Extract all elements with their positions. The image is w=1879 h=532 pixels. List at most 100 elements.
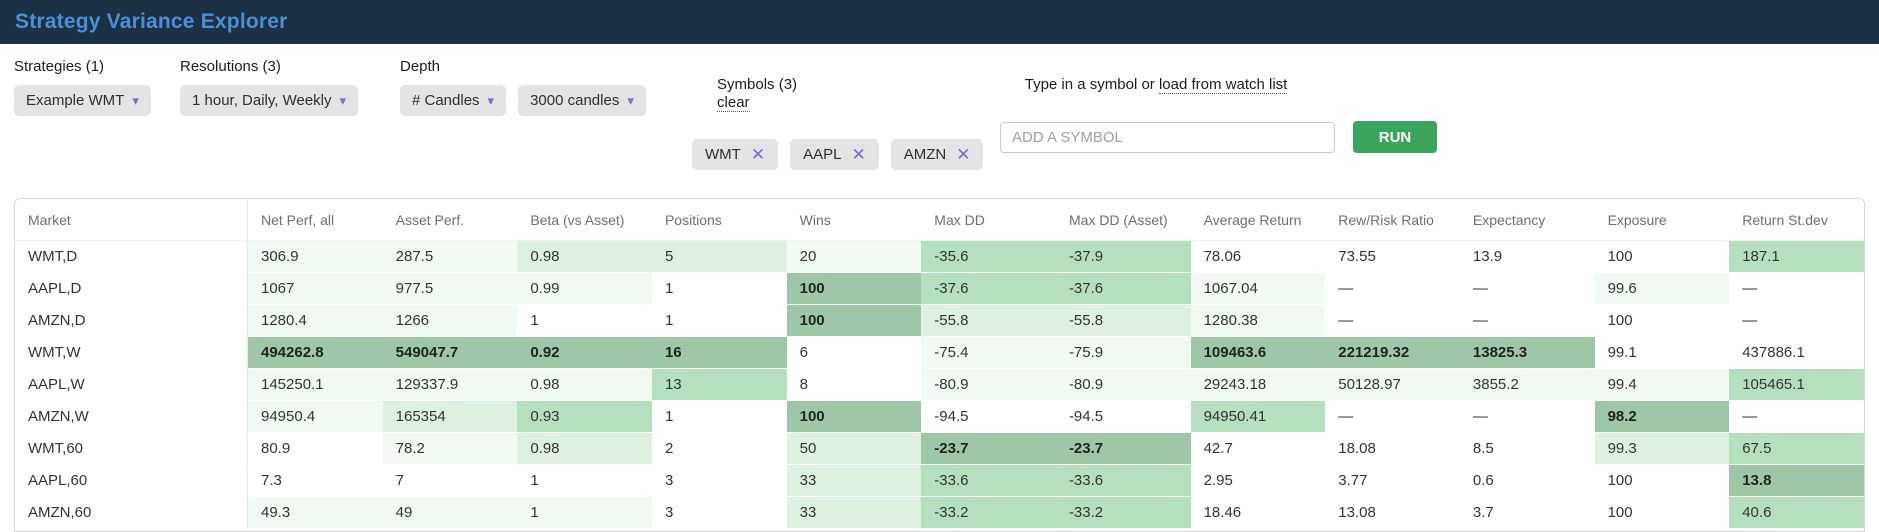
symbol-chip-aapl[interactable]: AAPL ✕ <box>790 139 879 170</box>
remove-symbol-icon[interactable]: ✕ <box>956 145 971 164</box>
cell-max-dd-asset: -37.9 <box>1055 241 1191 273</box>
cell-rew-risk-ratio: 18.08 <box>1325 433 1460 465</box>
column-header-net-perf-all[interactable]: Net Perf, all <box>248 199 383 241</box>
resolutions-dropdown-value: 1 hour, Daily, Weekly <box>192 92 332 109</box>
column-header-wins[interactable]: Wins <box>786 199 922 241</box>
chevron-down-icon: ▾ <box>487 93 495 108</box>
column-header-return-st-dev[interactable]: Return St.dev <box>1729 199 1864 241</box>
depth-candles-dropdown[interactable]: 3000 candles ▾ <box>518 85 646 116</box>
cell-return-st-dev: 13.8 <box>1729 465 1864 497</box>
depth-mode-dropdown[interactable]: # Candles ▾ <box>400 85 507 116</box>
column-header-average-return[interactable]: Average Return <box>1190 199 1326 241</box>
column-header-max-dd-asset[interactable]: Max DD (Asset) <box>1055 199 1191 241</box>
cell-expectancy: — <box>1459 305 1595 337</box>
cell-return-st-dev: 105465.1 <box>1729 369 1864 401</box>
cell-expectancy: 13.9 <box>1459 241 1595 273</box>
cell-max-dd: -55.8 <box>921 305 1056 337</box>
cell-return-st-dev: 437886.1 <box>1729 337 1864 369</box>
column-header-positions[interactable]: Positions <box>651 199 787 241</box>
cell-max-dd-asset: -33.2 <box>1055 497 1191 529</box>
resolutions-dropdown[interactable]: 1 hour, Daily, Weekly ▾ <box>180 85 359 116</box>
table-header-row: Market Net Perf, all Asset Perf. Beta (vs A… <box>15 199 1864 241</box>
cell-rew-risk-ratio: 13.08 <box>1325 497 1460 529</box>
cell-positions: 2 <box>651 433 787 465</box>
cell-market: AAPL,D <box>15 273 248 305</box>
table-row[interactable]: AMZN,W 94950.4 165354 0.93 1 100 -94.5 -94.5 949… <box>15 401 1864 433</box>
cell-return-st-dev: — <box>1729 305 1864 337</box>
table-row[interactable]: AAPL,60 7.3 7 1 3 33 -33.6 -33.6 2.95 3.77 0.6 100 1… <box>15 465 1864 497</box>
cell-return-st-dev: 187.1 <box>1729 241 1864 273</box>
column-header-asset-perf[interactable]: Asset Perf. <box>382 199 518 241</box>
cell-rew-risk-ratio: 221219.32 <box>1325 337 1460 369</box>
cell-exposure: 99.1 <box>1594 337 1730 369</box>
cell-max-dd: -35.6 <box>921 241 1056 273</box>
cell-max-dd-asset: -33.6 <box>1055 465 1191 497</box>
cell-market: WMT,D <box>15 241 248 273</box>
table-row[interactable]: WMT,D 306.9 287.5 0.98 5 20 -35.6 -37.9 78.06 73.… <box>15 241 1864 273</box>
cell-return-st-dev: 40.6 <box>1729 497 1864 529</box>
column-header-market[interactable]: Market <box>15 199 248 241</box>
symbols-label: Symbols (3) <box>717 76 798 93</box>
cell-market: AMZN,D <box>15 305 248 337</box>
remove-symbol-icon[interactable]: ✕ <box>750 145 766 164</box>
cell-wins: 6 <box>786 337 922 369</box>
cell-net-perf-all: 1280.4 <box>248 305 383 337</box>
cell-beta-vs-asset: 1 <box>517 465 652 497</box>
symbol-chip-wmt[interactable]: WMT ✕ <box>692 139 779 170</box>
cell-average-return: 1067.04 <box>1190 273 1326 305</box>
strategies-dropdown[interactable]: Example WMT ▾ <box>14 85 151 116</box>
chevron-down-icon: ▾ <box>339 93 347 108</box>
table-row[interactable]: AAPL,D 1067 977.5 0.99 1 100 -37.6 -37.6 1067.04… <box>15 273 1864 305</box>
add-symbol-input[interactable] <box>1000 121 1335 153</box>
resolutions-label: Resolutions (3) <box>180 58 281 75</box>
column-header-exposure[interactable]: Exposure <box>1594 199 1730 241</box>
cell-asset-perf: 549047.7 <box>382 337 518 369</box>
cell-exposure: 98.2 <box>1594 401 1730 433</box>
table-row[interactable]: AMZN,D 1280.4 1266 1 1 100 -55.8 -55.8 1280.38— —… <box>15 305 1864 337</box>
cell-max-dd-asset: -94.5 <box>1055 401 1191 433</box>
table-row[interactable]: AMZN,60 49.3 49 1 3 33 -33.2 -33.2 18.46 13.08 3.7… <box>15 497 1864 529</box>
table-row[interactable]: AAPL,W 145250.1 129337.9 0.98 13 8 -80.9 -80.9 2… <box>15 369 1864 401</box>
cell-rew-risk-ratio: 50128.97 <box>1325 369 1460 401</box>
cell-rew-risk-ratio: 73.55 <box>1325 241 1460 273</box>
table-row[interactable]: WMT,W 494262.8 549047.7 0.92 16 6 -75.4 -75.9 10… <box>15 337 1864 369</box>
cell-net-perf-all: 1067 <box>248 273 383 305</box>
results-table-container: Market Net Perf, all Asset Perf. Beta (vs A… <box>14 198 1865 532</box>
cell-exposure: 99.4 <box>1594 369 1730 401</box>
symbol-chip-amzn[interactable]: AMZN ✕ <box>890 139 984 170</box>
cell-max-dd: -37.6 <box>921 273 1056 305</box>
cell-market: AMZN,60 <box>15 497 248 529</box>
cell-net-perf-all: 306.9 <box>248 241 383 273</box>
symbol-chip-label: WMT <box>705 146 741 163</box>
cell-average-return: 1280.38 <box>1190 305 1326 337</box>
load-watchlist-link[interactable]: load from watch list <box>1158 76 1288 94</box>
cell-beta-vs-asset: 0.99 <box>517 273 652 305</box>
column-header-beta-vs-asset[interactable]: Beta (vs Asset) <box>517 199 652 241</box>
cell-net-perf-all: 49.3 <box>248 497 383 529</box>
column-header-max-dd[interactable]: Max DD <box>921 199 1056 241</box>
cell-net-perf-all: 80.9 <box>248 433 383 465</box>
clear-symbols-link[interactable]: clear <box>717 94 750 112</box>
remove-symbol-icon[interactable]: ✕ <box>851 145 866 164</box>
chevron-down-icon: ▾ <box>132 93 139 108</box>
run-button[interactable]: RUN <box>1353 121 1437 153</box>
results-table: Market Net Perf, all Asset Perf. Beta (vs A… <box>15 199 1864 529</box>
cell-max-dd-asset: -80.9 <box>1055 369 1191 401</box>
cell-average-return: 42.7 <box>1190 433 1326 465</box>
cell-wins: 50 <box>786 433 922 465</box>
cell-average-return: 109463.6 <box>1190 337 1326 369</box>
cell-asset-perf: 287.5 <box>382 241 518 273</box>
cell-positions: 1 <box>651 273 787 305</box>
table-row[interactable]: WMT,60 80.9 78.2 0.98 2 50 -23.7 -23.7 42.7 18.08… <box>15 433 1864 465</box>
cell-asset-perf: 78.2 <box>382 433 518 465</box>
cell-average-return: 2.95 <box>1190 465 1326 497</box>
chevron-down-icon: ▾ <box>627 93 634 108</box>
symbol-chip-label: AAPL <box>803 146 842 163</box>
symbol-chip-list: WMT ✕ AAPL ✕ AMZN ✕ <box>692 139 1000 170</box>
strategies-dropdown-value: Example WMT <box>26 92 125 109</box>
cell-positions: 1 <box>651 401 787 433</box>
column-header-rew-risk-ratio[interactable]: Rew/Risk Ratio <box>1325 199 1460 241</box>
cell-average-return: 18.46 <box>1190 497 1326 529</box>
column-header-expectancy[interactable]: Expectancy <box>1459 199 1595 241</box>
cell-expectancy: 13825.3 <box>1459 337 1595 369</box>
